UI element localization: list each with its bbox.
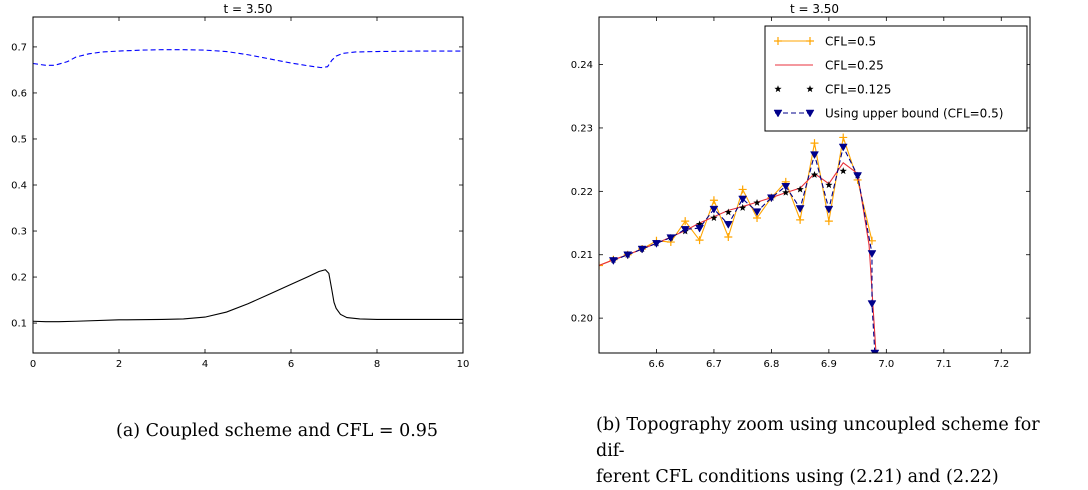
figure: t = 3.50 0 2 4 6 8 10 0.1 0.2 0.3 0.4 0.5 0.6 0.7 t =… bbox=[11, 2, 1031, 370]
series-3-point bbox=[752, 208, 762, 217]
x-tick-label: 7.0 bbox=[878, 359, 894, 370]
y-tick-label: 0.23 bbox=[571, 123, 593, 134]
x-tick-label: 6.7 bbox=[706, 359, 722, 370]
series-3-point bbox=[723, 221, 733, 229]
plot-area bbox=[33, 49, 463, 323]
series-3-point bbox=[680, 226, 690, 234]
chart-a: t = 3.50 0 2 4 6 8 10 0.1 0.2 0.3 0.4 0.5 0.6 0.7 bbox=[11, 2, 469, 370]
chart-b: t = 3.50 6.6 6.7 6.8 6.9 7.0 7.1 7.2 0.20 0.21 0.2… bbox=[571, 2, 1031, 370]
y-tick-label: 0.4 bbox=[11, 181, 27, 192]
series-2-point bbox=[710, 214, 718, 222]
series-3-point bbox=[695, 224, 704, 233]
x-tick-label: 7.1 bbox=[936, 359, 952, 370]
x-tick-label: 10 bbox=[457, 359, 470, 370]
x-tick-label: 4 bbox=[202, 359, 208, 370]
series-line-0 bbox=[33, 49, 463, 69]
series-2-point bbox=[839, 167, 847, 175]
series-line-3 bbox=[613, 145, 876, 353]
chart-title: t = 3.50 bbox=[223, 2, 272, 16]
series-line-1 bbox=[33, 269, 463, 323]
legend-label: CFL=0.5 bbox=[825, 35, 876, 49]
plot-area bbox=[599, 133, 880, 353]
series-3-point bbox=[666, 234, 676, 243]
series-3-point bbox=[623, 251, 633, 260]
series-2-point bbox=[825, 181, 833, 189]
series-3-point bbox=[867, 300, 877, 309]
x-tick-label: 6.8 bbox=[763, 359, 779, 370]
y-tick-label: 0.21 bbox=[571, 250, 593, 261]
series-3-point bbox=[810, 151, 819, 160]
legend: CFL=0.5 CFL=0.25 CFL=0.125 Using upper boun… bbox=[764, 25, 1028, 132]
legend-label: CFL=0.25 bbox=[825, 59, 884, 73]
y-tick-label: 0.6 bbox=[11, 88, 27, 99]
plot-frame bbox=[32, 16, 464, 354]
legend-marker bbox=[773, 109, 783, 118]
legend-label: Using upper bound (CFL=0.5) bbox=[825, 107, 1003, 121]
series-0-point bbox=[839, 133, 848, 142]
series-0-point bbox=[709, 196, 718, 205]
legend-item: CFL=0.5 bbox=[774, 35, 876, 49]
legend-marker bbox=[774, 37, 782, 45]
series-3-point bbox=[870, 349, 880, 353]
series-0-point bbox=[724, 232, 733, 241]
series-2-point bbox=[810, 171, 819, 178]
x-tick-label: 6 bbox=[288, 359, 294, 370]
y-tick-label: 0.1 bbox=[11, 319, 27, 330]
y-tick-label: 0.5 bbox=[11, 134, 27, 145]
chart-title: t = 3.50 bbox=[790, 2, 839, 16]
series-2-point bbox=[796, 185, 804, 193]
x-tick-label: 0 bbox=[30, 359, 36, 370]
y-tick-label: 0.24 bbox=[571, 60, 593, 71]
x-tick-label: 2 bbox=[116, 359, 122, 370]
y-tick-label: 0.3 bbox=[11, 227, 27, 238]
series-2-point bbox=[782, 188, 790, 196]
legend-marker bbox=[806, 85, 814, 93]
y-tick-label: 0.7 bbox=[11, 42, 27, 53]
caption-b-line2: ferent CFL conditions using (2.21) and (… bbox=[596, 467, 999, 487]
series-3-point bbox=[738, 195, 748, 204]
y-tick-label: 0.20 bbox=[571, 314, 593, 325]
series-3-point bbox=[766, 194, 776, 203]
legend-item: Using upper bound (CFL=0.5) bbox=[773, 107, 1003, 121]
series-0-point bbox=[695, 236, 704, 245]
series-0-point bbox=[824, 217, 833, 226]
caption-b: (b) Topography zoom using uncoupled sche… bbox=[596, 412, 1056, 490]
series-3-point bbox=[781, 183, 791, 191]
series-2-point bbox=[724, 208, 732, 216]
x-tick-label: 6.9 bbox=[821, 359, 837, 370]
legend-item: CFL=0.25 bbox=[775, 59, 884, 73]
x-tick-label: 8 bbox=[374, 359, 380, 370]
legend-marker bbox=[774, 85, 782, 93]
series-0-point bbox=[738, 185, 747, 194]
series-3-point bbox=[709, 205, 719, 214]
legend-label: CFL=0.125 bbox=[825, 83, 891, 97]
legend-marker bbox=[805, 109, 815, 118]
series-0-point bbox=[681, 217, 690, 226]
y-tick-label: 0.22 bbox=[571, 187, 593, 198]
series-3-point bbox=[652, 240, 661, 248]
series-0-point bbox=[599, 261, 603, 270]
series-0-point bbox=[810, 139, 819, 148]
x-tick-label: 7.2 bbox=[993, 359, 1009, 370]
series-3-point bbox=[853, 172, 863, 180]
plot-frame bbox=[598, 16, 1031, 354]
series-3-point bbox=[795, 205, 805, 213]
y-tick-label: 0.2 bbox=[11, 273, 27, 284]
series-3-point bbox=[637, 245, 647, 254]
series-2-point bbox=[695, 220, 704, 228]
series-2-point bbox=[739, 204, 747, 211]
series-3-point bbox=[824, 205, 834, 214]
legend-item: CFL=0.125 bbox=[774, 83, 891, 97]
series-3-point bbox=[867, 250, 877, 258]
series-3-point bbox=[838, 143, 848, 152]
series-0-point bbox=[796, 215, 805, 224]
series-2-point bbox=[753, 198, 761, 206]
caption-b-line1: (b) Topography zoom using uncoupled sche… bbox=[596, 415, 1040, 461]
series-3-point bbox=[608, 257, 618, 265]
legend-marker bbox=[806, 37, 814, 45]
x-tick-label: 6.6 bbox=[649, 359, 665, 370]
caption-a: (a) Coupled scheme and CFL = 0.95 bbox=[116, 421, 439, 441]
